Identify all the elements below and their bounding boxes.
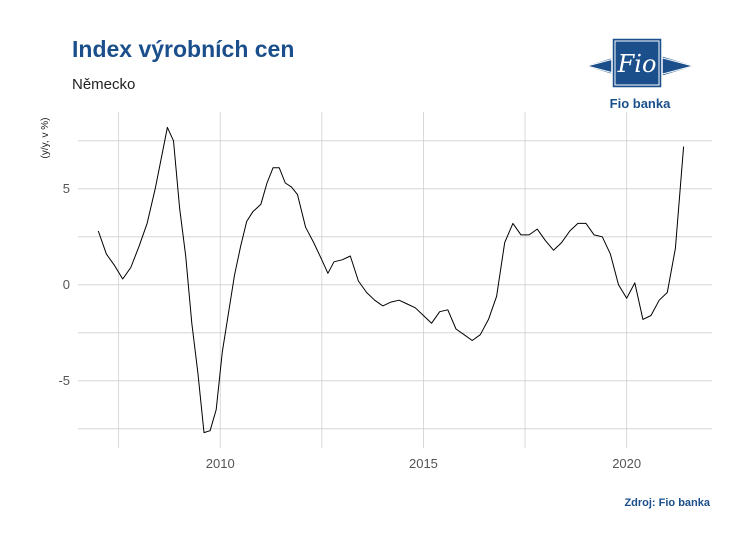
y-tick-label: -5 [58, 373, 70, 388]
x-tick-label: 2010 [206, 456, 235, 471]
y-tick-labels: -5 0 5 [58, 181, 70, 388]
y-tick-label: 0 [63, 277, 70, 292]
source-note: Zdroj: Fio banka [624, 497, 710, 509]
logo-name: Fio banka [609, 96, 671, 111]
fio-logo-icon: Fio [585, 37, 695, 89]
y-axis-label: (y/y, v %) [40, 118, 51, 159]
chart-title: Index výrobních cen [72, 36, 295, 62]
x-tick-label: 2020 [612, 456, 641, 471]
x-tick-label: 2015 [409, 456, 438, 471]
series-line [97, 126, 685, 434]
logo-mark-text: Fio [617, 50, 657, 78]
fio-banka-logo: Fio Fio banka [585, 36, 695, 114]
chart-subtitle: Německo [72, 76, 136, 93]
y-tick-label: 5 [63, 181, 70, 196]
x-tick-labels: 2010 2015 2020 [206, 456, 641, 471]
